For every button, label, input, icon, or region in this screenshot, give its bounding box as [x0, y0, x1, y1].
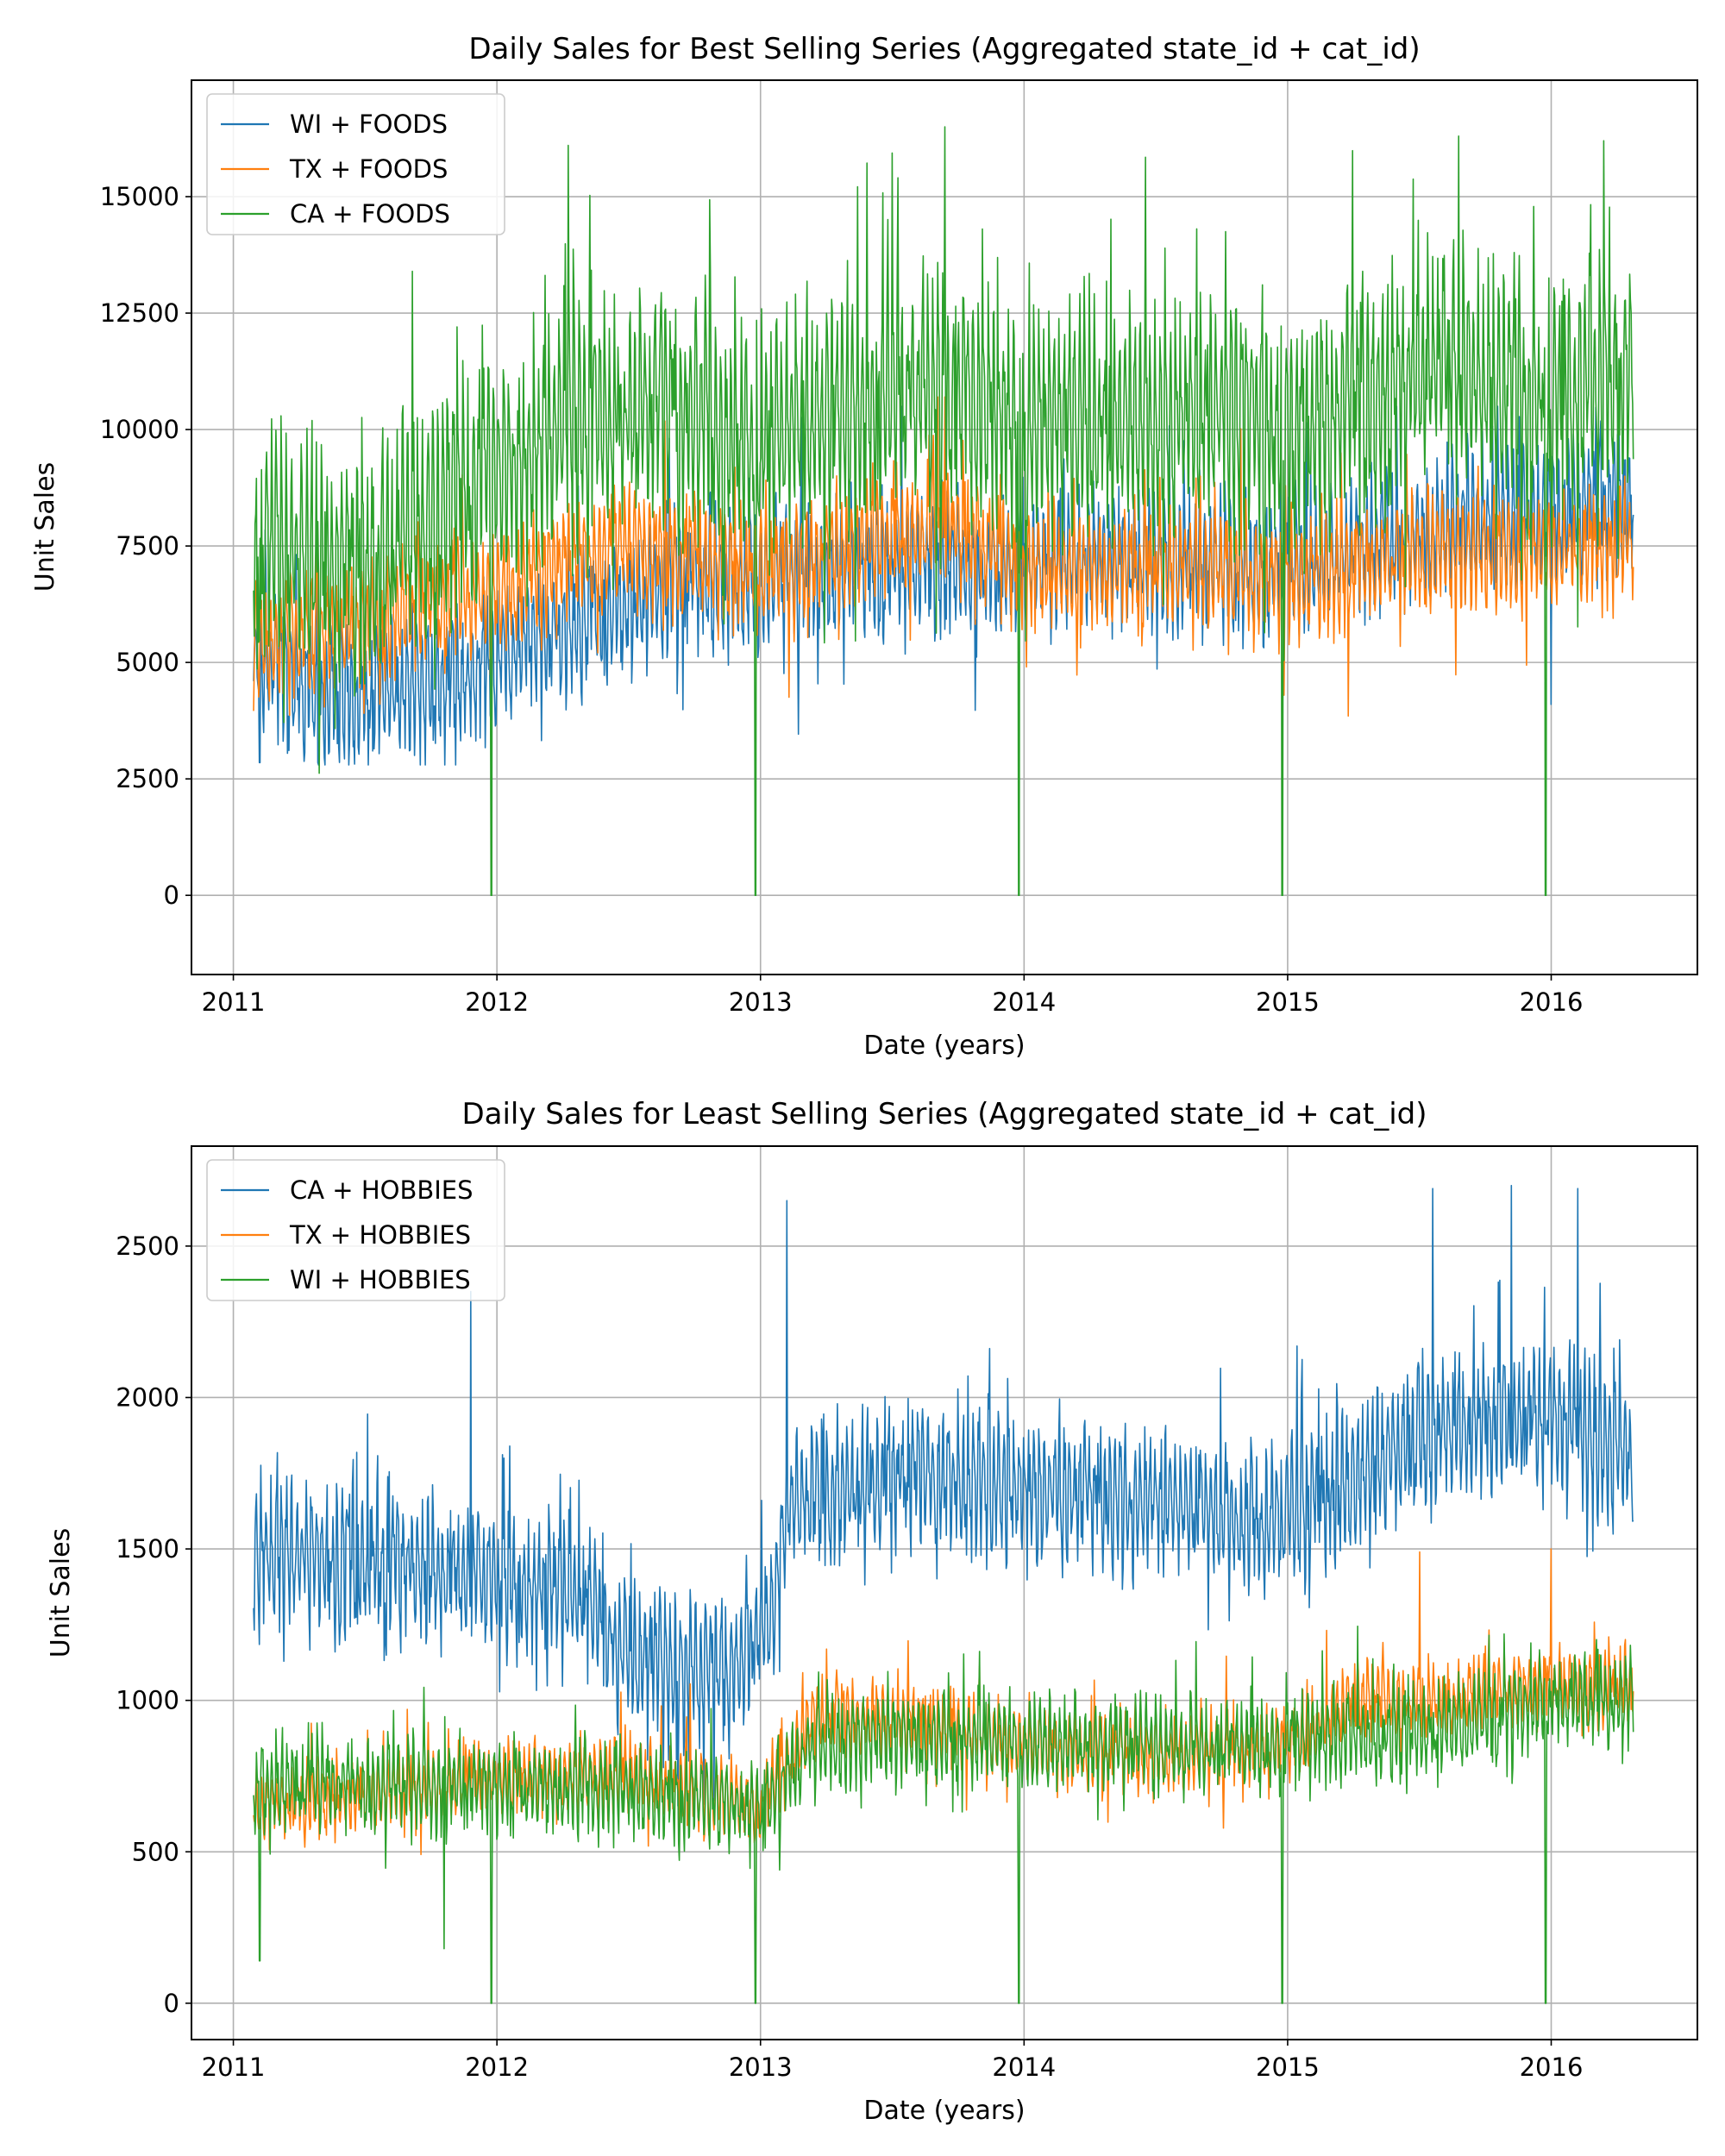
legend-label: CA + HOBBIES	[290, 1175, 474, 1205]
legend: CA + HOBBIES TX + HOBBIES WI + HOBBIES	[206, 1159, 505, 1301]
legend-label: WI + FOODS	[290, 110, 448, 139]
x-tick-label: 2014	[992, 987, 1056, 1017]
legend-label: CA + FOODS	[290, 199, 450, 229]
y-tick-label: 2500	[116, 1232, 179, 1261]
x-tick-label: 2011	[202, 2053, 266, 2082]
y-axis-label: Unit Sales	[30, 462, 60, 592]
y-tick-label: 10000	[100, 415, 179, 444]
x-tick-label: 2011	[202, 987, 266, 1017]
series-line-wi-hobbies	[253, 1625, 1634, 2004]
x-tick-label: 2015	[1256, 2053, 1320, 2082]
series-lines	[253, 126, 1634, 896]
y-tick-label: 1500	[116, 1534, 179, 1564]
least-selling-chart: Daily Sales for Least Selling Series (Ag…	[46, 1097, 1698, 2126]
series-line-ca-hobbies	[253, 1184, 1634, 1807]
x-ticks: 2011 2012 2013 2014 2015 2016	[202, 975, 1584, 1017]
legend-label: TX + HOBBIES	[289, 1220, 471, 1250]
x-tick-label: 2013	[729, 2053, 793, 2082]
best-selling-chart: Daily Sales for Best Selling Series (Agg…	[30, 32, 1698, 1061]
x-tick-label: 2016	[1520, 2053, 1584, 2082]
y-tick-label: 15000	[100, 182, 179, 211]
x-tick-label: 2013	[729, 987, 793, 1017]
series-lines	[253, 1184, 1634, 2004]
x-tick-label: 2014	[992, 2053, 1056, 2082]
x-axis-label: Date (years)	[863, 2096, 1025, 2126]
y-tick-label: 2500	[116, 764, 179, 793]
chart-title: Daily Sales for Least Selling Series (Ag…	[461, 1097, 1427, 1131]
x-tick-label: 2012	[465, 2053, 529, 2082]
y-axis-label: Unit Sales	[46, 1528, 76, 1658]
y-tick-label: 0	[164, 1989, 179, 2018]
x-ticks: 2011 2012 2013 2014 2015 2016	[202, 2040, 1584, 2082]
legend-label: TX + FOODS	[289, 154, 448, 184]
y-tick-label: 12500	[100, 298, 179, 328]
legend-box	[206, 1159, 505, 1301]
x-tick-label: 2012	[465, 987, 529, 1017]
series-line-ca-foods	[253, 126, 1634, 896]
y-ticks: 0 500 1000 1500 2000 2500	[116, 1232, 191, 2018]
legend-box	[206, 93, 505, 235]
y-tick-label: 7500	[116, 531, 179, 561]
plot-frame	[191, 79, 1698, 975]
y-tick-label: 2000	[116, 1382, 179, 1412]
y-tick-label: 5000	[116, 648, 179, 677]
chart-title: Daily Sales for Best Selling Series (Agg…	[468, 32, 1420, 66]
x-axis-label: Date (years)	[863, 1031, 1025, 1061]
y-tick-label: 0	[164, 881, 179, 910]
legend-label: WI + HOBBIES	[290, 1265, 471, 1294]
x-tick-label: 2015	[1256, 987, 1320, 1017]
series-line-tx-foods	[253, 396, 1634, 718]
x-tick-label: 2016	[1520, 987, 1584, 1017]
legend: WI + FOODS TX + FOODS CA + FOODS	[206, 93, 505, 235]
plot-frame	[191, 1145, 1698, 2040]
y-tick-label: 500	[132, 1837, 179, 1866]
y-tick-label: 1000	[116, 1686, 179, 1715]
y-ticks: 0 2500 5000 7500 10000 12500 15000	[100, 182, 191, 910]
